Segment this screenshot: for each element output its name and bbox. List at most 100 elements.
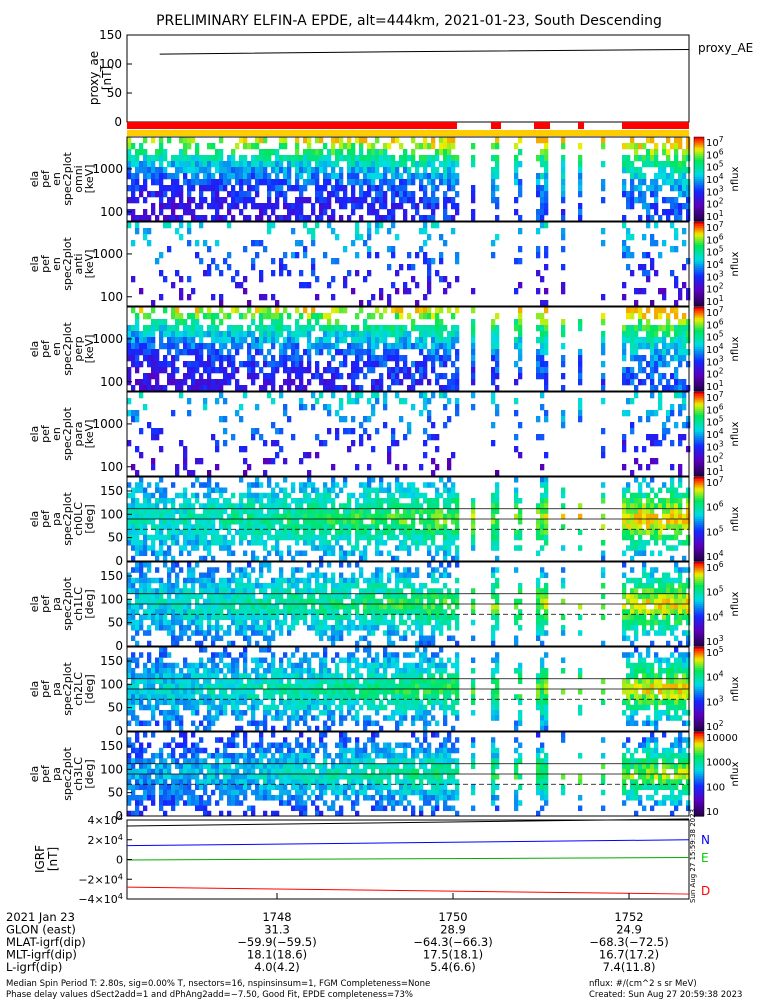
spectrogram-cell (666, 524, 671, 530)
spectrogram-cell (670, 222, 675, 229)
spectrogram-cell (207, 508, 212, 515)
spectrogram-cell (151, 209, 156, 216)
spectrogram-cell (211, 143, 216, 150)
spectrogram-cell (514, 325, 519, 332)
spectrogram-cell (634, 197, 639, 204)
spectrogram-cell (247, 625, 252, 631)
spectrogram-cell (203, 524, 208, 530)
spectrogram-cell (650, 498, 655, 504)
spectrogram-cell (443, 550, 448, 557)
spectrogram-cell (674, 519, 679, 525)
spectrogram-cell (331, 630, 336, 636)
spectrogram-cell (295, 167, 300, 174)
spectrogram-cell (307, 215, 312, 222)
spectrogram-cell (419, 185, 424, 192)
spectrogram-cell (287, 179, 292, 186)
spectrogram-cell (239, 625, 244, 631)
spectrogram-cell (211, 185, 216, 192)
spectrogram-cell (435, 593, 440, 600)
spectrogram-cell (379, 215, 384, 222)
spectrogram-cell (536, 416, 541, 423)
spectrogram-cell (167, 534, 172, 541)
spectrogram-cell (247, 540, 252, 546)
spectrogram-cell (646, 149, 651, 156)
spectrogram-cell (367, 498, 372, 504)
spectrogram-cell (415, 487, 420, 494)
spectrogram-cell (561, 282, 566, 289)
spectrogram-cell (347, 428, 352, 435)
spectrogram-cell (151, 577, 156, 584)
spectrogram-cell (339, 614, 344, 621)
spectrogram-cell (371, 593, 376, 600)
spectrogram-cell (211, 203, 216, 210)
spectrogram-cell (415, 609, 420, 615)
spectrogram-cell (399, 191, 404, 198)
spectrogram-cell (315, 545, 320, 551)
spectrogram-cell (383, 519, 388, 525)
spectrogram-cell (375, 572, 380, 579)
spectrogram-cell (247, 524, 252, 530)
spectrogram-cell (347, 524, 352, 530)
spectrogram-cell (601, 240, 606, 247)
colorbar-segment (694, 195, 704, 199)
spectrogram-cell (279, 355, 284, 362)
spectrogram-cell (331, 276, 336, 283)
spectrogram-cell (227, 598, 232, 605)
spectrogram-cell (407, 167, 412, 174)
spectrogram-cell (315, 524, 320, 530)
spectrogram-cell (331, 385, 336, 392)
spectrogram-cell (219, 185, 224, 192)
spectrogram-cell (155, 155, 160, 162)
spectrogram-cell (682, 385, 687, 392)
spectrogram-cell (662, 288, 667, 295)
spectrogram-cell (622, 519, 627, 525)
colorbar-tick-label: 105 (706, 160, 724, 174)
spectrogram-cell (271, 379, 276, 386)
spectrogram-cell (203, 572, 208, 579)
spectrogram-cell (674, 167, 679, 174)
colorbar-tick-label: 106 (706, 500, 724, 514)
colorbar-segment (694, 340, 704, 344)
spectrogram-cell (536, 519, 541, 525)
spectrogram-cell (578, 503, 583, 509)
spectrogram-cell (131, 361, 136, 368)
spectrogram-cell (411, 173, 416, 180)
spectrogram-cell (335, 155, 340, 162)
spectrogram-cell (179, 619, 184, 626)
spectrogram-cell (415, 540, 420, 546)
spectrogram-cell (371, 614, 376, 621)
spectrogram-cell (167, 246, 172, 253)
spectrogram-cell (187, 240, 192, 247)
spectrogram-cell (151, 307, 156, 314)
spectrogram-cell (674, 355, 679, 362)
spectrogram-cell (678, 498, 683, 504)
spectrogram-cell (638, 215, 643, 222)
spectrogram-cell (411, 583, 416, 589)
spectrogram-cell (143, 167, 148, 174)
spectrogram-cell (239, 179, 244, 186)
colorbar-tick-label: 107 (706, 220, 724, 234)
spectrogram-cell (127, 540, 132, 546)
spectrogram-cell (355, 179, 360, 186)
spectrogram-cell (323, 179, 328, 186)
spectrogram-cell (431, 470, 436, 477)
spectrogram-cell (283, 367, 288, 374)
spectrogram-cell (195, 604, 200, 610)
spectrogram-cell (151, 464, 156, 471)
spectrogram-cell (439, 385, 444, 392)
spectrogram-cell (215, 155, 220, 162)
spectrogram-cell (646, 482, 651, 488)
spectrogram-cell (495, 185, 500, 192)
spectrogram-cell (678, 325, 683, 332)
spectrogram-cell (439, 609, 444, 615)
spectrogram-cell (227, 252, 232, 259)
spectrogram-cell (654, 524, 659, 530)
spectrogram-cell (127, 583, 132, 589)
spectrogram-cell (331, 508, 336, 515)
panel-ylabel-line: perp (72, 336, 85, 361)
spectrogram-cell (131, 540, 136, 546)
spectrogram-cell (239, 313, 244, 320)
spectrogram-cell (347, 331, 352, 338)
spectrogram-cell (183, 179, 188, 186)
spectrogram-cell (331, 373, 336, 380)
